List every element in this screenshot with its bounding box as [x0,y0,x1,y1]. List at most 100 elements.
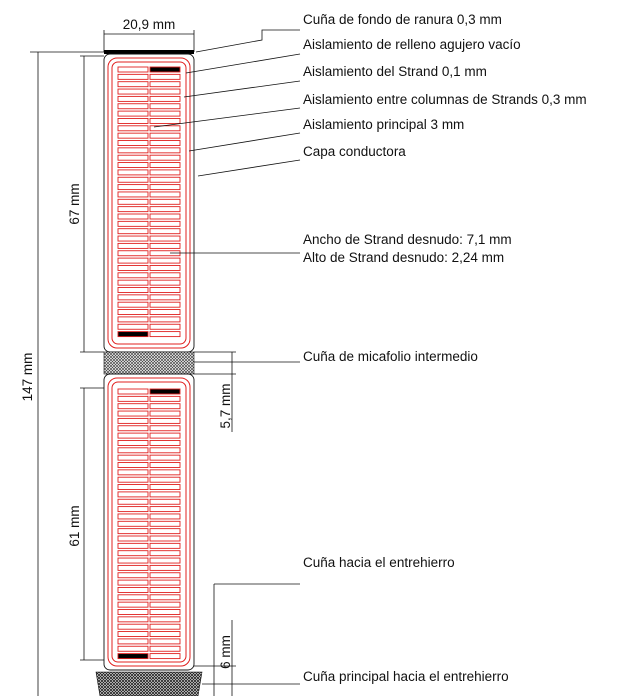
label-main-insulation: Aislamiento principal 3 mm [303,117,464,132]
label-intermediate-wedge: Cuña de micafolio intermedio [303,349,478,364]
strand [117,140,149,146]
strand [149,417,181,424]
strand [149,316,181,323]
strand [117,287,149,293]
strand [117,132,149,139]
strand [149,645,181,652]
strand [149,235,181,242]
strand [117,542,149,549]
slot-width-dimension: 20,9 mm [103,17,195,52]
void-filler-block [117,653,149,660]
label-void-filler-insulation: Aislamiento de relleno agujero vacío [303,37,521,52]
strand [149,425,181,432]
strand [149,564,181,571]
strand [149,132,181,139]
upper-conductor-bar [103,53,195,353]
strand [117,616,149,623]
void-filler-block [149,66,181,73]
strand [117,388,149,395]
top-wedge-gap-label: 6 mm [218,635,233,669]
strand [149,498,181,505]
strand [149,638,181,645]
strand [149,410,181,417]
strand [117,476,149,483]
strand [117,95,149,102]
strand [149,587,181,593]
label-slot-bottom-wedge: Cuña de fondo de ranura 0,3 mm [303,12,502,27]
strand [149,528,181,535]
label-bare-strand-height: Alto de Strand desnudo: 2,24 mm [303,250,504,265]
strand [117,440,149,446]
strand [117,579,149,586]
strand [149,601,181,608]
strand [149,323,181,330]
strand [117,265,149,271]
lower-bar-height-dimension: 61 mm [67,387,104,661]
strand [117,309,149,315]
strand [149,81,181,88]
strand [149,147,181,154]
strand [117,601,149,608]
intermediate-gap-dimension: 5,7 mm [194,351,236,432]
strand [149,228,181,235]
label-main-wedge-to-gap: Cuña principal hacia el entrehierro [303,669,509,684]
strand [149,432,181,439]
strand [117,73,149,80]
strand [149,198,181,205]
void-filler-block [149,388,181,395]
label-wedge-to-gap: Cuña hacia el entrehierro [303,555,455,570]
strand [117,110,149,117]
lower-conductor-bar [103,373,195,671]
upper-bar-height-label: 67 mm [67,183,82,224]
strand [149,272,181,279]
strand [149,103,181,110]
slot-width-label: 20,9 mm [123,17,176,32]
strand [117,557,149,564]
lower-bar-height-label: 61 mm [67,505,82,546]
strand [149,594,181,601]
strand [117,454,149,461]
strand [117,88,149,95]
strand [117,242,149,249]
strand [149,579,181,586]
strand [117,609,149,615]
label-bare-strand-width: Ancho de Strand desnudo: 7,1 mm [303,232,512,247]
strand [117,645,149,652]
upper-bar-height-dimension: 67 mm [67,55,104,353]
strand [149,447,181,454]
total-height-dimension: 147 mm [20,51,104,696]
strand [149,623,181,630]
strand [117,272,149,279]
strand [117,154,149,161]
strand [149,395,181,402]
strand [149,403,181,410]
strand [117,213,149,220]
strand [149,469,181,476]
strand [117,294,149,301]
strand [117,301,149,308]
strand [149,162,181,169]
strand [149,301,181,308]
strand [149,484,181,490]
strand [117,484,149,490]
strand [117,117,149,124]
strand [117,250,149,257]
strand [149,616,181,623]
strand [149,169,181,176]
strand [117,587,149,593]
strand [117,498,149,505]
strand [117,513,149,520]
strand [149,294,181,301]
strand [117,235,149,242]
strand [149,631,181,637]
strand [117,169,149,176]
strand [149,88,181,95]
annotation-labels: Cuña de fondo de ranura 0,3 mm Aislamien… [303,12,587,684]
strand [149,206,181,213]
strand [149,331,181,338]
strand [149,520,181,527]
strand [117,462,149,468]
strand [149,95,181,102]
strand [149,184,181,191]
strand [149,213,181,220]
